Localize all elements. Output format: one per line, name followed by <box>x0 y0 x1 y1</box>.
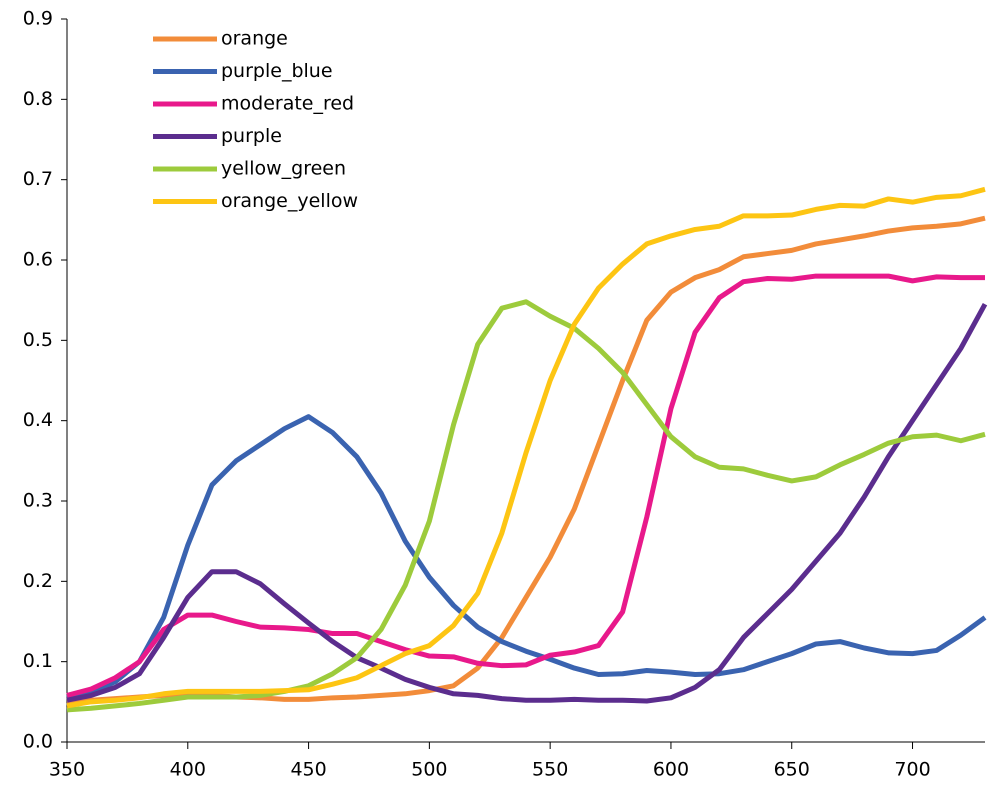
y-tick-label: 0.9 <box>23 8 53 30</box>
legend-label: orange <box>221 28 288 50</box>
legend-label: purple_blue <box>221 60 333 82</box>
y-tick-label: 0.6 <box>23 249 53 271</box>
x-tick-label: 600 <box>653 759 689 781</box>
series-line <box>66 273 985 698</box>
legend-label: yellow_green <box>221 158 346 180</box>
legend-label: orange_yellow <box>221 190 358 212</box>
x-tick-label: 700 <box>894 759 930 781</box>
x-tick-label: 400 <box>170 759 206 781</box>
series-line <box>66 414 987 701</box>
series-line <box>66 302 988 704</box>
y-tick-label: 0.0 <box>23 731 53 753</box>
y-tick-label: 0.3 <box>23 490 53 512</box>
x-tick-label: 650 <box>774 759 810 781</box>
series-line <box>66 299 986 713</box>
x-tick-label: 350 <box>49 759 85 781</box>
x-tick-label: 500 <box>411 759 447 781</box>
y-tick-label: 0.8 <box>23 88 53 110</box>
y-tick-label: 0.7 <box>23 168 53 190</box>
x-tick-label: 450 <box>290 759 326 781</box>
legend-label: purple <box>221 125 282 147</box>
series-line <box>66 186 986 709</box>
y-tick-label: 0.5 <box>23 329 53 351</box>
y-tick-label: 0.4 <box>23 409 53 431</box>
y-tick-label: 0.2 <box>23 570 53 592</box>
y-tick-label: 0.1 <box>23 650 53 672</box>
legend-label: moderate_red <box>221 93 354 115</box>
x-tick-label: 550 <box>532 759 568 781</box>
